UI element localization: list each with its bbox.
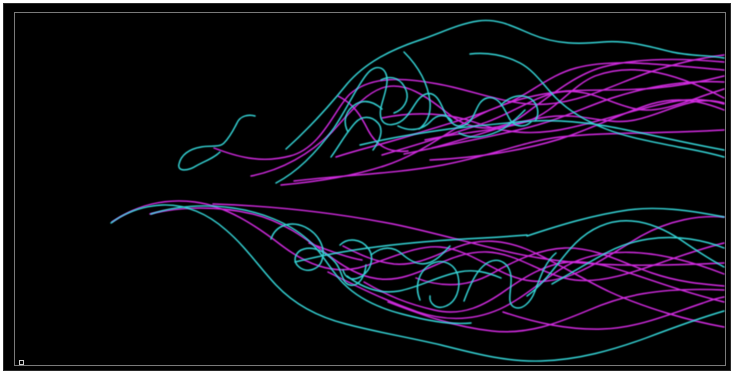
cyan-curve-21: [526, 220, 725, 297]
magenta-curve-15: [212, 203, 725, 266]
magenta-curve-14: [149, 207, 725, 282]
cyan-curve-3: [275, 66, 532, 184]
magenta-curve-8: [431, 99, 725, 149]
cyan-curve-5: [344, 100, 383, 133]
cyan-curve-1: [178, 114, 256, 171]
cyan-curve-20: [526, 207, 725, 237]
cyan-curve-6: [380, 76, 408, 114]
magenta-curve-7: [424, 68, 725, 141]
magenta-curve-5: [381, 88, 725, 156]
magenta-curve-20: [415, 247, 725, 287]
cyan-curve-24: [551, 236, 725, 285]
magenta-curve-9: [429, 99, 725, 161]
cyan-curve-17: [370, 245, 451, 265]
cyan-curve-15: [270, 223, 367, 286]
cyan-curves: [110, 19, 725, 362]
magenta-curve-16: [327, 251, 725, 320]
magenta-curve-19: [502, 296, 725, 330]
magenta-curve-4: [335, 62, 725, 158]
magenta-curve-11: [293, 129, 725, 182]
cyan-curve-22: [346, 270, 502, 293]
cyan-curve-4: [330, 116, 382, 158]
cyan-curve-10: [359, 119, 725, 151]
magenta-curves: [111, 54, 725, 333]
cyan-curve-14: [150, 205, 472, 325]
cyan-curve-23: [294, 234, 528, 263]
magenta-curve-17: [363, 261, 725, 313]
magenta-curve-12: [337, 95, 409, 153]
cyan-curve-2: [285, 19, 725, 150]
cyan-curve-16: [339, 239, 373, 280]
cyan-curve-11: [458, 109, 526, 138]
magenta-curve-18: [387, 288, 725, 333]
cyan-curve-12: [500, 95, 539, 122]
magenta-curve-1: [213, 54, 725, 160]
plot-border: [14, 12, 726, 366]
magenta-curve-13: [111, 200, 725, 283]
cyan-curve-8: [403, 51, 431, 130]
cyan-curve-9: [469, 52, 725, 158]
magenta-curve-21: [342, 240, 725, 328]
magenta-curve-2: [250, 58, 725, 177]
cyan-curve-13: [110, 204, 725, 362]
visualization-frame: [3, 3, 731, 371]
magenta-curve-10: [381, 98, 725, 134]
cyan-curve-18: [416, 260, 460, 308]
corner-marker-icon: [19, 360, 24, 365]
magenta-curve-3: [280, 75, 725, 186]
magenta-curve-6: [403, 80, 725, 155]
cyan-curve-7: [397, 114, 453, 131]
